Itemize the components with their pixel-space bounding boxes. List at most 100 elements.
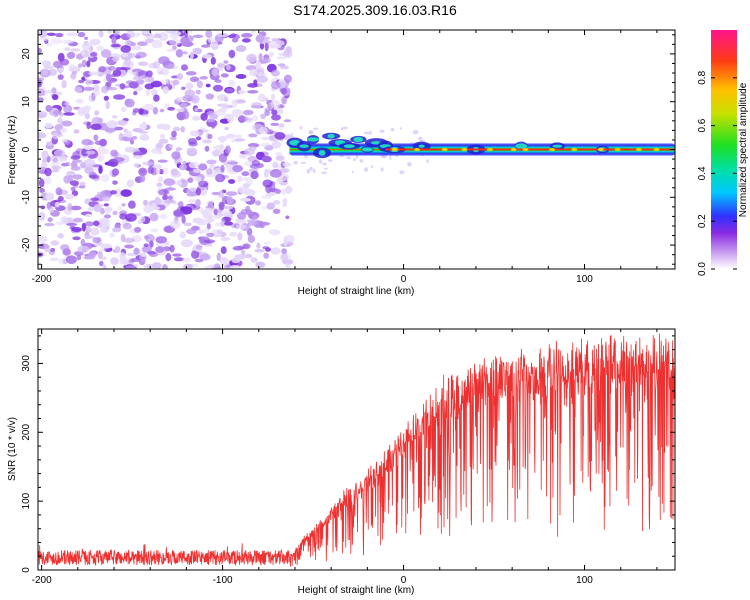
spectrogram-noise-blob xyxy=(196,220,208,226)
spectrogram-noise-blob xyxy=(160,133,165,140)
spectrogram-noise-blob xyxy=(87,206,96,212)
spectrogram-noise-blob xyxy=(46,141,54,147)
spectrogram-noise-blob xyxy=(104,148,110,155)
spectrogram-noise-blob xyxy=(176,73,184,80)
spectrogram-noise-blob xyxy=(119,252,126,260)
spectrogram-noise-blob xyxy=(106,83,112,88)
snr-x-tick-label: -100 xyxy=(213,575,233,586)
ridge-blob-core xyxy=(307,137,319,142)
spectrogram-noise-blob xyxy=(157,151,163,155)
spectrogram-noise-blob xyxy=(260,113,266,120)
spectrogram-noise-blob xyxy=(182,94,194,102)
spectrogram-noise-blob xyxy=(172,253,182,257)
spectrogram-noise-blob xyxy=(61,162,69,167)
spectrogram-noise-blob xyxy=(90,52,98,57)
spectrogram-noise-blob xyxy=(161,79,169,84)
spectrogram-noise-blob xyxy=(71,71,78,75)
spectrogram-noise-blob xyxy=(38,97,44,102)
spectrogram-noise-blob xyxy=(229,264,241,269)
spectrogram-noise-blob xyxy=(171,130,177,138)
spectrogram-x-tick-label: -200 xyxy=(32,274,52,285)
spectrogram-noise-blob xyxy=(67,203,73,211)
spectrogram-noise-blob xyxy=(113,157,125,162)
spectrogram-noise-blob xyxy=(57,67,65,72)
spectrogram-noise-blob xyxy=(211,68,219,77)
spectrogram-noise-blob xyxy=(38,167,48,171)
ridge-blob-core xyxy=(353,136,364,143)
spectrogram-noise-blob xyxy=(72,236,81,241)
spectrogram-noise-blob xyxy=(147,166,154,174)
spectrogram-noise-blob xyxy=(213,233,222,238)
spectrogram-noise-blob xyxy=(51,165,62,170)
spectrogram-noise-blob xyxy=(231,257,241,264)
spectrogram-noise-blob xyxy=(57,233,64,239)
spectrogram-y-axis-label: Frequency (Hz) xyxy=(7,116,18,185)
spectrogram-noise-blob xyxy=(143,235,149,240)
spectrogram-noise-blob xyxy=(265,247,271,252)
spectrogram-noise-blob xyxy=(49,257,59,262)
spectrogram-noise-blob xyxy=(43,244,51,253)
spectrogram-noise-blob xyxy=(109,232,115,238)
spectrogram-noise-blob xyxy=(200,112,208,121)
spectrogram-noise-blob xyxy=(139,215,146,223)
spectrogram-noise-blob xyxy=(152,61,160,69)
spectrogram-noise-blob xyxy=(120,106,127,113)
spectrogram-noise-blob xyxy=(152,106,159,115)
spectrogram-noise-blob xyxy=(81,42,92,51)
spectrogram-noise-blob xyxy=(178,164,187,171)
spectrogram-noise-blob xyxy=(274,132,286,140)
spectrogram-noise-blob xyxy=(112,210,118,216)
ridge-blob-core xyxy=(552,144,563,148)
spectrogram-noise-blob xyxy=(124,244,135,249)
spectrogram-noise-blob xyxy=(214,263,221,268)
spectrogram-noise-blob xyxy=(279,168,290,174)
spectrogram-noise-blob xyxy=(136,32,141,36)
spectrogram-noise-blob xyxy=(206,118,215,123)
spectrogram-noise-blob xyxy=(169,244,175,253)
spectrogram-noise-blob xyxy=(114,245,121,254)
spectrogram-noise-blob xyxy=(63,112,75,116)
spectrogram-noise-blob xyxy=(104,210,111,215)
spectrogram-noise-blob xyxy=(153,94,160,102)
spectrogram-noise-blob xyxy=(126,30,135,39)
spectrogram-noise-blob xyxy=(77,107,86,116)
spectrogram-noise-blob xyxy=(111,115,118,119)
spectrogram-noise-blob xyxy=(195,245,202,250)
spectrogram-noise-blob xyxy=(180,126,185,133)
spectrogram-noise-blob xyxy=(38,178,45,188)
spectrogram-noise-blob xyxy=(154,34,162,39)
spectrogram-noise-blob xyxy=(216,229,223,235)
spectrogram-noise-blob xyxy=(42,90,53,94)
spectrogram-noise-blob xyxy=(140,252,147,257)
spectrogram-noise-blob xyxy=(178,201,184,209)
spectrogram-noise-blob xyxy=(209,114,219,120)
spectrogram-noise-blob xyxy=(55,187,63,196)
spectrogram-noise-blob xyxy=(38,212,46,221)
ridge-hotspot xyxy=(414,148,421,151)
spectrogram-speckle xyxy=(412,130,419,135)
spectrogram-noise-blob xyxy=(93,220,100,227)
spectrogram-speckle xyxy=(399,127,402,130)
spectrogram-noise-blob xyxy=(176,180,182,187)
spectrogram-noise-blob xyxy=(110,149,118,157)
spectrogram-noise-blob xyxy=(181,64,188,71)
spectrogram-noise-blob xyxy=(271,69,280,77)
spectrogram-speckle xyxy=(369,130,372,135)
spectrogram-noise-blob xyxy=(103,95,109,101)
spectrogram-noise-blob xyxy=(70,186,76,191)
spectrogram-noise-blob xyxy=(88,94,96,103)
spectrogram-noise-blob xyxy=(54,149,66,157)
spectrogram-noise-blob xyxy=(279,123,285,127)
spectrogram-noise-blob xyxy=(175,97,183,102)
spectrogram-noise-blob xyxy=(241,171,250,177)
spectrogram-speckle xyxy=(309,166,313,171)
spectrogram-noise-blob xyxy=(273,200,281,205)
spectrogram-speckle xyxy=(379,129,385,133)
spectrogram-noise-blob xyxy=(62,248,71,256)
spectrogram-noise-blob xyxy=(72,174,83,180)
spectrogram-noise-blob xyxy=(51,168,60,173)
spectrogram-noise-blob xyxy=(220,210,233,216)
spectrogram-noise-blob xyxy=(120,189,132,197)
spectrogram-noise-blob xyxy=(240,197,251,202)
spectrogram-noise-blob xyxy=(110,257,119,265)
